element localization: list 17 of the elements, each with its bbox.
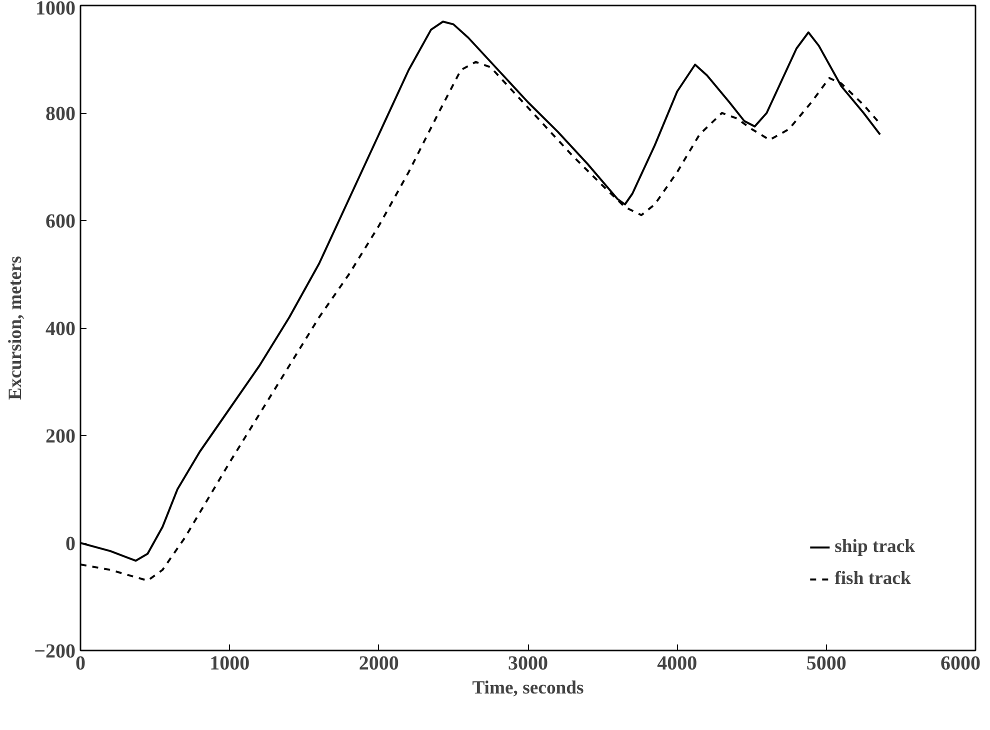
y-tick-label: 1000: [36, 0, 76, 20]
legend-label: fish track: [834, 568, 911, 590]
y-tick-label: 400: [46, 318, 76, 340]
y-tick-label: 600: [46, 210, 76, 232]
legend-label: ship track: [834, 536, 915, 558]
y-axis-title: Excursion, meters: [5, 256, 26, 400]
y-tick-label: 0: [66, 533, 76, 555]
x-tick-label: 1000: [210, 652, 250, 674]
y-tick-label: 800: [46, 103, 76, 125]
x-tick-label: 3000: [508, 652, 548, 674]
y-tick-label: −200: [34, 640, 76, 662]
x-tick-label: 5000: [806, 652, 846, 674]
x-tick-label: 4000: [657, 652, 698, 674]
x-tick-label: 2000: [358, 652, 399, 674]
y-tick-label: 200: [46, 426, 76, 448]
x-axis-title: Time, seconds: [472, 678, 584, 698]
x-tick-label: 6000: [940, 652, 980, 674]
